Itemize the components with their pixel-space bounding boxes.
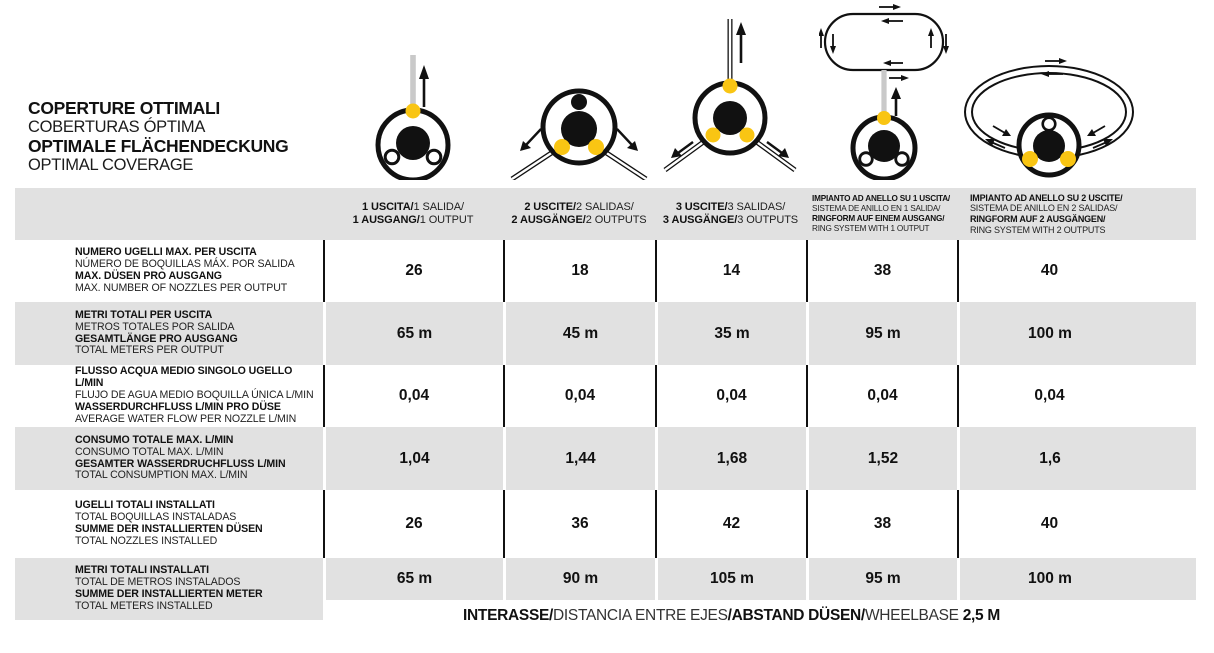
value-cell: 0,04 <box>957 365 1196 427</box>
value-cell: 100 m <box>957 558 1196 600</box>
column-header-empty <box>15 188 323 240</box>
value-cell: 1,04 <box>323 427 503 490</box>
caption-interasse: INTERASSE/ <box>463 607 554 624</box>
table-row-total-nozzles: UGELLI TOTALI INSTALLATI TOTAL BOQUILLAS… <box>15 490 1196 558</box>
table-row-flow-per-nozzle: FLUSSO ACQUA MEDIO SINGOLO UGELLO L/MIN … <box>15 365 1196 427</box>
row-label-cell: NUMERO UGELLI MAX. PER USCITA NÚMERO DE … <box>75 246 295 294</box>
title-spanish: COBERTURAS ÓPTIMA <box>28 118 206 136</box>
value-cell: 90 m <box>503 558 655 600</box>
value-cell: 40 <box>957 240 1196 302</box>
value-cell: 95 m <box>806 558 957 600</box>
value-cell: 26 <box>323 490 503 558</box>
value-cell: 35 m <box>655 302 806 365</box>
value-cell: 38 <box>806 490 957 558</box>
ring-system-1-output-diagram-icon <box>818 2 949 185</box>
value-cell: 36 <box>503 490 655 558</box>
value-cell: 100 m <box>957 302 1196 365</box>
two-outputs-diagram-icon <box>504 5 654 185</box>
wheelbase-caption: INTERASSE/DISTANCIA ENTRE EJES/ABSTAND D… <box>323 607 1196 625</box>
value-cell: 0,04 <box>503 365 655 427</box>
value-cell: 95 m <box>806 302 957 365</box>
value-cell: 0,04 <box>323 365 503 427</box>
value-cell: 18 <box>503 240 655 302</box>
table-row-total-meters: METRI TOTALI INSTALLATI TOTAL DE METROS … <box>15 558 1196 620</box>
column-header-3-outputs: 3 USCITE/3 SALIDAS/ 3 AUSGÄNGE/3 OUTPUTS <box>662 201 799 226</box>
value-cell: 0,04 <box>655 365 806 427</box>
value-cell: 38 <box>806 240 957 302</box>
caption-value: 2,5 M <box>962 607 1001 624</box>
three-outputs-diagram-icon <box>655 5 805 185</box>
column-header-ring-1-output: IMPIANTO AD ANELLO SU 1 USCITA/ SISTEMA … <box>812 194 950 233</box>
row-label-cell: METRI TOTALI INSTALLATI TOTAL DE METROS … <box>15 558 323 620</box>
value-cell: 0,04 <box>806 365 957 427</box>
caption-wheelbase: WHEELBASE <box>864 607 963 624</box>
column-header-row: 1 USCITA/1 SALIDA/ 1 AUSGANG/1 OUTPUT 2 … <box>15 188 1196 240</box>
ring-system-2-outputs-diagram-icon <box>961 58 1136 185</box>
value-cell: 14 <box>655 240 806 302</box>
row-label-cell: CONSUMO TOTALE MAX. L/MIN CONSUMO TOTAL … <box>15 427 323 490</box>
title-german: OPTIMALE FLÄCHENDECKUNG <box>28 136 289 156</box>
table-row-meters-per-output: METRI TOTALI PER USCITA METROS TOTALES P… <box>15 302 1196 365</box>
title-english: OPTIMAL COVERAGE <box>28 156 194 174</box>
page-title: COPERTURE OTTIMALI COBERTURAS ÓPTIMA OPT… <box>28 98 289 175</box>
column-header-ring-2-outputs: IMPIANTO AD ANELLO SU 2 USCITE/ SISTEMA … <box>970 192 1123 235</box>
one-output-diagram-icon <box>358 5 468 185</box>
coverage-table: 1 USCITA/1 SALIDA/ 1 AUSGANG/1 OUTPUT 2 … <box>15 188 1196 620</box>
value-cell: 1,52 <box>806 427 957 490</box>
table-row-total-consumption: CONSUMO TOTALE MAX. L/MIN CONSUMO TOTAL … <box>15 427 1196 490</box>
table-row-max-nozzles: NUMERO UGELLI MAX. PER USCITA NÚMERO DE … <box>15 240 1196 302</box>
caption-abstand: /ABSTAND DÜSEN/ <box>727 607 866 624</box>
column-header-1-output: 1 USCITA/1 SALIDA/ 1 AUSGANG/1 OUTPUT <box>352 201 474 226</box>
value-cell: 45 m <box>503 302 655 365</box>
column-header-2-outputs: 2 USCITE/2 SALIDAS/ 2 AUSGÄNGE/2 OUTPUTS <box>511 201 647 226</box>
value-cell: 42 <box>655 490 806 558</box>
value-cell: 26 <box>323 240 503 302</box>
value-cell: 40 <box>957 490 1196 558</box>
row-label-cell: UGELLI TOTALI INSTALLATI TOTAL BOQUILLAS… <box>75 499 263 547</box>
value-cell: 105 m <box>655 558 806 600</box>
caption-distancia: DISTANCIA ENTRE EJES <box>553 607 728 624</box>
value-cell: 65 m <box>323 558 503 600</box>
row-label-cell: METRI TOTALI PER USCITA METROS TOTALES P… <box>15 302 323 365</box>
value-cell: 1,44 <box>503 427 655 490</box>
title-italian: COPERTURE OTTIMALI <box>28 98 220 118</box>
value-cell: 1,68 <box>655 427 806 490</box>
value-cell: 1,6 <box>957 427 1196 490</box>
value-cell: 65 m <box>323 302 503 365</box>
row-label-cell: FLUSSO ACQUA MEDIO SINGOLO UGELLO L/MIN … <box>75 365 314 425</box>
